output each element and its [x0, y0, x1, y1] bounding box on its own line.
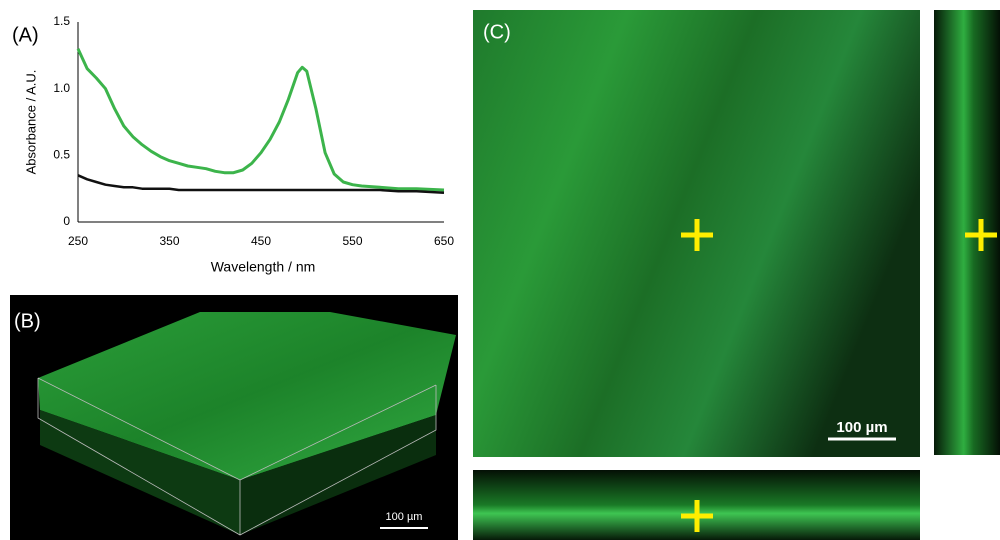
panel-label: (C) [483, 21, 511, 43]
y-tick-label: 0 [63, 214, 70, 228]
x-tick-label: 250 [68, 234, 88, 248]
figure: (A) 0 0.5 1.0 1.5 250 350 450 550 650 Wavelength… [0, 0, 1000, 540]
x-tick-label: 450 [251, 234, 271, 248]
panel-label: (B) [14, 310, 41, 332]
series-line [78, 175, 444, 192]
x-axis-title: Wavelength / nm [211, 259, 316, 275]
series-line [78, 49, 444, 190]
y-tick-label: 1.0 [53, 81, 70, 95]
y-tick-label: 0.5 [53, 148, 70, 162]
panel-label: (A) [12, 24, 39, 46]
scale-bar-label: 100 µm [836, 419, 887, 436]
plot: 0 0.5 1.0 1.5 250 350 450 550 650 [53, 14, 454, 248]
scale-bar-label: 100 µm [386, 511, 423, 523]
y-tick-label: 1.5 [53, 14, 70, 28]
x-tick-label: 650 [434, 234, 454, 248]
y-axis-title: Absorbance / A.U. [23, 70, 38, 175]
x-tick-label: 550 [342, 234, 362, 248]
x-tick-label: 350 [159, 234, 179, 248]
